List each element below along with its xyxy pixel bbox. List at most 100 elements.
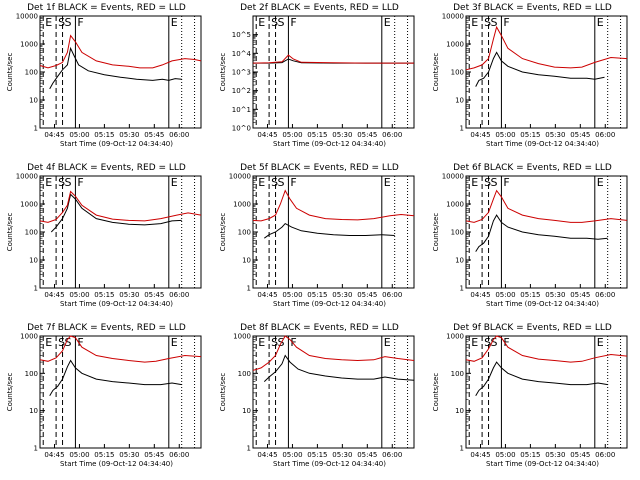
y-axis-label: Counts/sec (432, 213, 440, 252)
x-tick-label: 05:45 (357, 291, 377, 299)
x-axis-label: Start Time (09-Oct-12 04:34:40) (273, 300, 386, 308)
panel-title: Det 9f BLACK = Events, RED = LLD (453, 323, 612, 333)
series-events-line (263, 354, 415, 382)
plot-frame (39, 175, 202, 289)
y-tick-label: 10000 (442, 173, 464, 181)
marker-label-s: S (491, 16, 498, 29)
marker-label-f: F (77, 176, 83, 189)
marker-label-e: E (45, 336, 52, 349)
x-tick-label: 05:30 (332, 291, 352, 299)
series-events-line (264, 222, 395, 239)
marker-label-e: E (597, 16, 604, 29)
panel-title: Det 5f BLACK = Events, RED = LLD (240, 163, 399, 173)
x-tick-label: 04:45 (44, 451, 64, 459)
plot-frame (252, 175, 415, 289)
y-tick-label: 100 (451, 370, 464, 378)
y-tick-label: 100 (238, 229, 251, 237)
y-tick-label: 10 (242, 257, 251, 265)
marker-label-e: E (171, 176, 178, 189)
marker-label-f: F (503, 176, 509, 189)
x-tick-label: 05:15 (520, 451, 540, 459)
marker-label-s: S (278, 16, 285, 29)
x-tick-label: 05:00 (282, 131, 302, 139)
x-axis-label: Start Time (09-Oct-12 04:34:40) (486, 300, 599, 308)
x-tick-label: 04:45 (44, 131, 64, 139)
y-tick-label: 1000 (446, 201, 464, 209)
marker-label-s: S (271, 176, 278, 189)
marker-label-s: S (65, 16, 72, 29)
panel-title: Det 8f BLACK = Events, RED = LLD (240, 323, 399, 333)
y-tick-label: 100 (25, 370, 38, 378)
x-tick-label: 06:00 (595, 451, 615, 459)
marker-label-s: S (271, 16, 278, 29)
y-tick-label: 10^4 (232, 50, 252, 58)
marker-label-f: F (77, 16, 83, 29)
x-tick-label: 05:00 (69, 451, 89, 459)
marker-label-s: S (491, 176, 498, 189)
plot-frame (252, 15, 415, 129)
x-tick-label: 04:45 (470, 131, 490, 139)
x-tick-label: 05:15 (307, 131, 327, 139)
x-tick-label: 05:15 (307, 291, 327, 299)
marker-label-s: S (58, 336, 65, 349)
y-tick-label: 10000 (442, 13, 464, 21)
x-tick-label: 06:00 (595, 131, 615, 139)
series-lld-line (252, 54, 414, 64)
marker-label-f: F (77, 336, 83, 349)
marker-label-e: E (471, 176, 478, 189)
marker-label-s: S (271, 336, 278, 349)
x-axis-label: Start Time (09-Oct-12 04:34:40) (273, 140, 386, 148)
x-tick-label: 06:00 (595, 291, 615, 299)
x-tick-label: 06:00 (382, 291, 402, 299)
x-tick-label: 05:30 (119, 451, 139, 459)
x-tick-label: 04:45 (257, 131, 277, 139)
y-tick-label: 1000 (233, 333, 251, 341)
x-tick-label: 04:45 (470, 291, 490, 299)
x-tick-label: 05:45 (570, 451, 590, 459)
y-tick-label: 1000 (20, 201, 38, 209)
marker-label-f: F (503, 336, 509, 349)
x-tick-label: 05:30 (545, 451, 565, 459)
y-tick-label: 10000 (229, 173, 251, 181)
x-tick-label: 05:45 (144, 291, 164, 299)
panel-title: Det 7f BLACK = Events, RED = LLD (27, 323, 186, 333)
y-tick-label: 1000 (446, 333, 464, 341)
chart-panel-7: Det 7f BLACK = Events, RED = LLD 1 10 100 10… (6, 323, 202, 468)
x-tick-label: 06:00 (169, 131, 189, 139)
series-lld-line (465, 189, 628, 223)
x-tick-label: 04:45 (257, 451, 277, 459)
series-lld-line (252, 189, 415, 222)
y-tick-label: 1 (34, 445, 38, 453)
y-tick-label: 1000 (446, 41, 464, 49)
y-tick-label: 1 (34, 125, 38, 133)
chart-panel-5: Det 5f BLACK = Events, RED = LLD 1 10 100 10… (219, 163, 415, 308)
y-tick-label: 10^5 (232, 31, 251, 39)
y-tick-label: 1 (460, 445, 464, 453)
series-events-line (50, 193, 182, 233)
marker-label-e: E (384, 176, 391, 189)
panel-title: Det 1f BLACK = Events, RED = LLD (27, 3, 186, 13)
x-tick-label: 05:00 (69, 131, 89, 139)
x-tick-label: 05:30 (545, 131, 565, 139)
marker-label-s: S (484, 16, 491, 29)
y-tick-label: 1 (460, 285, 464, 293)
marker-label-e: E (258, 176, 265, 189)
plot-frame (39, 335, 202, 449)
x-tick-label: 05:45 (144, 131, 164, 139)
marker-label-e: E (597, 176, 604, 189)
series-lld-line (39, 335, 202, 363)
y-tick-label: 10 (455, 257, 464, 265)
marker-label-e: E (258, 336, 265, 349)
chart-panel-9: Det 9f BLACK = Events, RED = LLD 1 10 100 10… (432, 323, 628, 468)
marker-label-s: S (58, 16, 65, 29)
y-tick-label: 10 (455, 407, 464, 415)
panel-title: Det 2f BLACK = Events, RED = LLD (240, 3, 399, 13)
chart-panel-3: Det 3f BLACK = Events, RED = LLD 1 10 100 10… (432, 3, 628, 148)
x-tick-label: 05:00 (69, 291, 89, 299)
x-tick-label: 05:15 (520, 291, 540, 299)
series-lld-line (465, 25, 628, 71)
series-events-line (475, 214, 608, 252)
x-tick-label: 05:30 (119, 291, 139, 299)
y-tick-label: 1 (34, 285, 38, 293)
y-tick-label: 10^0 (232, 125, 251, 133)
